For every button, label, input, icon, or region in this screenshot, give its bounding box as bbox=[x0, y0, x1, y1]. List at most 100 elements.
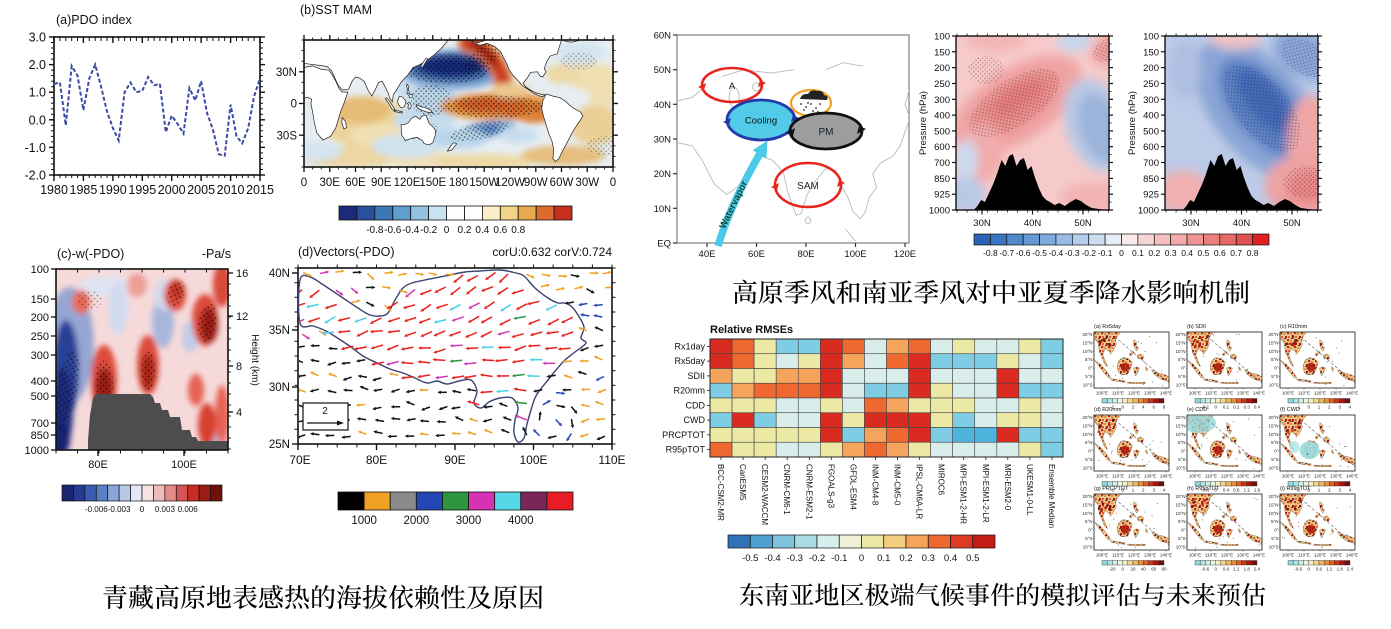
svg-text:20°N: 20°N bbox=[1268, 332, 1278, 337]
svg-text:60: 60 bbox=[1151, 567, 1157, 572]
svg-text:1.6: 1.6 bbox=[1254, 488, 1261, 493]
svg-text:0.2: 0.2 bbox=[899, 553, 912, 564]
svg-text:100: 100 bbox=[31, 264, 49, 276]
svg-text:CDD: CDD bbox=[686, 400, 706, 410]
svg-text:0.2: 0.2 bbox=[1148, 248, 1160, 258]
svg-text:850: 850 bbox=[934, 174, 950, 185]
svg-text:850: 850 bbox=[1143, 174, 1159, 185]
svg-text:40E: 40E bbox=[699, 249, 716, 260]
svg-text:0.6: 0.6 bbox=[1316, 567, 1323, 572]
svg-text:-2: -2 bbox=[1110, 405, 1114, 410]
svg-text:1000: 1000 bbox=[1138, 206, 1159, 217]
svg-text:0: 0 bbox=[1307, 405, 1310, 410]
svg-text:700: 700 bbox=[1143, 158, 1159, 169]
svg-text:4: 4 bbox=[1349, 405, 1352, 410]
svg-text:1000: 1000 bbox=[351, 515, 377, 527]
svg-text:10°S: 10°S bbox=[1176, 465, 1186, 470]
svg-text:1: 1 bbox=[1318, 405, 1321, 410]
svg-text:Relative RMSEs: Relative RMSEs bbox=[710, 324, 793, 336]
svg-text:(c) R10mm: (c) R10mm bbox=[1280, 324, 1308, 330]
svg-text:SAM: SAM bbox=[797, 181, 819, 192]
svg-text:1.0: 1.0 bbox=[29, 86, 46, 100]
svg-text:CNRM-ESM2-1: CNRM-ESM2-1 bbox=[804, 464, 813, 520]
svg-text:35N: 35N bbox=[269, 325, 290, 337]
svg-text:15°N: 15°N bbox=[1175, 340, 1185, 345]
svg-text:925: 925 bbox=[1143, 190, 1159, 201]
svg-text:140°E: 140°E bbox=[1346, 391, 1358, 396]
svg-text:2010: 2010 bbox=[217, 183, 245, 197]
svg-text:300: 300 bbox=[1143, 95, 1159, 106]
svg-text:500: 500 bbox=[31, 391, 49, 403]
svg-text:100°E: 100°E bbox=[1189, 553, 1201, 558]
svg-text:5°S: 5°S bbox=[1178, 536, 1185, 541]
svg-text:-Pa/s: -Pa/s bbox=[202, 247, 231, 261]
svg-text:5°N: 5°N bbox=[1178, 357, 1186, 362]
svg-text:150: 150 bbox=[1143, 47, 1159, 58]
svg-text:GFDL-ESM4: GFDL-ESM4 bbox=[848, 464, 857, 510]
svg-text:0.8: 0.8 bbox=[511, 225, 525, 236]
svg-text:20°N: 20°N bbox=[1175, 494, 1185, 499]
svg-text:(b) SDII: (b) SDII bbox=[1187, 324, 1206, 330]
svg-text:0°: 0° bbox=[1181, 528, 1186, 533]
svg-text:BCC-CSM2-MR: BCC-CSM2-MR bbox=[716, 464, 725, 521]
svg-text:30S: 30S bbox=[277, 130, 298, 142]
svg-text:IPSL-CM6A-LR: IPSL-CM6A-LR bbox=[915, 464, 924, 519]
svg-text:0.4: 0.4 bbox=[944, 553, 957, 564]
svg-text:15°N: 15°N bbox=[1175, 502, 1185, 507]
svg-text:-0.6: -0.6 bbox=[1294, 567, 1302, 572]
svg-text:120°E: 120°E bbox=[1221, 391, 1233, 396]
svg-text:500: 500 bbox=[1143, 126, 1159, 137]
svg-text:600: 600 bbox=[934, 142, 950, 153]
svg-text:-0.3: -0.3 bbox=[1065, 248, 1080, 258]
svg-text:CNRM-CM6-1: CNRM-CM6-1 bbox=[782, 464, 791, 515]
svg-text:0.8: 0.8 bbox=[1247, 248, 1259, 258]
svg-text:120°E: 120°E bbox=[1128, 553, 1140, 558]
svg-text:CWD: CWD bbox=[684, 415, 706, 425]
svg-text:110°E: 110°E bbox=[1298, 391, 1310, 396]
svg-text:25N: 25N bbox=[269, 439, 290, 451]
svg-text:10°S: 10°S bbox=[1083, 382, 1093, 387]
svg-text:0: 0 bbox=[1214, 488, 1217, 493]
svg-text:-0.4: -0.4 bbox=[402, 225, 420, 236]
svg-text:0.1: 0.1 bbox=[877, 553, 890, 564]
svg-text:10°S: 10°S bbox=[1269, 544, 1279, 549]
svg-text:4: 4 bbox=[1142, 405, 1145, 410]
svg-text:150: 150 bbox=[934, 47, 950, 58]
svg-text:1995: 1995 bbox=[128, 183, 156, 197]
svg-text:15°N: 15°N bbox=[1082, 340, 1092, 345]
svg-text:(i) R99pTOT: (i) R99pTOT bbox=[1280, 486, 1311, 492]
svg-text:5°N: 5°N bbox=[1271, 519, 1279, 524]
svg-text:20°N: 20°N bbox=[1268, 494, 1278, 499]
svg-text:120°E: 120°E bbox=[1221, 553, 1233, 558]
svg-text:140°E: 140°E bbox=[1346, 553, 1358, 558]
svg-text:60W: 60W bbox=[550, 177, 574, 189]
svg-text:30N: 30N bbox=[269, 382, 290, 394]
svg-text:2.4: 2.4 bbox=[1254, 567, 1261, 572]
svg-text:INM-CM4-8: INM-CM4-8 bbox=[870, 464, 879, 506]
svg-text:130°E: 130°E bbox=[1237, 553, 1249, 558]
svg-text:2: 2 bbox=[1328, 405, 1331, 410]
svg-text:120°E: 120°E bbox=[1221, 474, 1233, 479]
svg-text:10°S: 10°S bbox=[1083, 465, 1093, 470]
svg-text:10°N: 10°N bbox=[1268, 432, 1278, 437]
svg-text:40N: 40N bbox=[654, 100, 672, 111]
svg-text:0.3: 0.3 bbox=[922, 553, 935, 564]
svg-text:Pressure (hPa): Pressure (hPa) bbox=[1127, 91, 1138, 155]
svg-text:700: 700 bbox=[31, 418, 49, 430]
svg-text:40N: 40N bbox=[269, 268, 290, 280]
svg-text:-0.5: -0.5 bbox=[742, 553, 758, 564]
svg-text:MRI-ESM2-0: MRI-ESM2-0 bbox=[1003, 464, 1012, 511]
svg-text:FGOALS-g3: FGOALS-g3 bbox=[826, 464, 835, 509]
svg-text:5°N: 5°N bbox=[1085, 357, 1093, 362]
svg-text:400: 400 bbox=[1143, 111, 1159, 122]
svg-text:Ensemble Median: Ensemble Median bbox=[1047, 464, 1056, 528]
svg-text:700: 700 bbox=[934, 158, 950, 169]
svg-text:12: 12 bbox=[236, 311, 248, 323]
svg-text:0.6: 0.6 bbox=[1214, 248, 1226, 258]
svg-text:2: 2 bbox=[1132, 405, 1135, 410]
svg-text:1990: 1990 bbox=[99, 183, 127, 197]
svg-text:PM: PM bbox=[819, 127, 834, 138]
svg-text:5°N: 5°N bbox=[1085, 519, 1093, 524]
svg-text:-0.6: -0.6 bbox=[384, 225, 402, 236]
svg-text:4: 4 bbox=[236, 407, 242, 419]
